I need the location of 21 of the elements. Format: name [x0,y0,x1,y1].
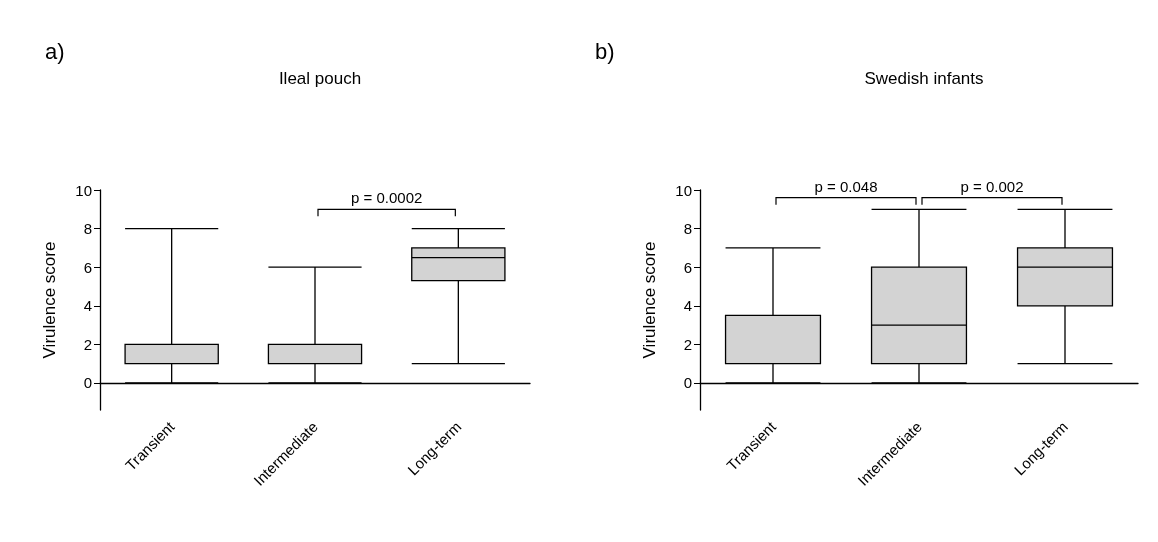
y-tick-label: 0 [83,374,92,392]
y-tick-label: 6 [83,258,92,276]
y-tick-label: 2 [683,335,692,353]
y-axis-title: Virulence score [640,241,659,359]
chart-title: Ileal pouch [278,69,362,88]
text: a) [45,38,65,64]
annotation: p = 0.002 [960,177,1024,195]
chart-title: Swedish infants [864,69,984,88]
y-tick-label: 10 [75,181,92,199]
y-tick-label: 6 [683,258,692,276]
y-tick-label: 8 [683,220,692,238]
annotation: p = 0.048 [814,177,878,195]
y-tick-label: 0 [683,374,692,392]
y-tick-label: 8 [83,220,92,238]
y-tick-label: 4 [683,297,692,315]
y-axis-title: Virulence score [40,241,59,359]
y-tick-label: 4 [83,297,92,315]
annotation: p = 0.0002 [351,189,423,207]
text: b) [595,38,615,64]
y-tick-label: 2 [83,335,92,353]
y-tick-label: 10 [675,181,692,199]
